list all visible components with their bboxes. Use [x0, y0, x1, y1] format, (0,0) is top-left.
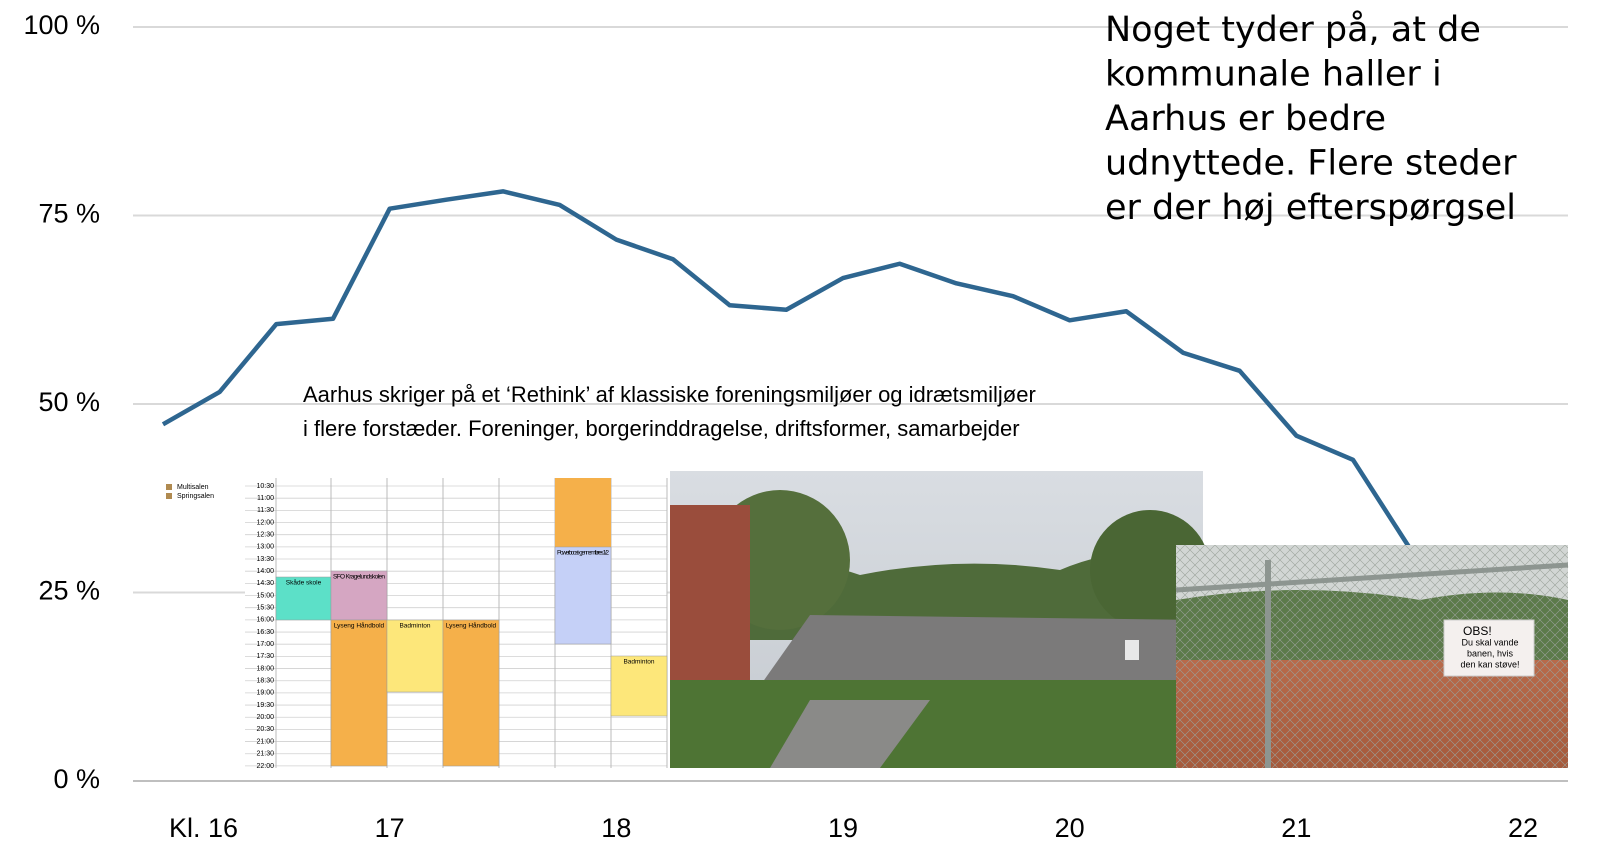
annotation: Aarhus er bedre	[1105, 99, 1386, 139]
y-tick-label: 50 %	[38, 387, 100, 417]
time-label: 11:00	[257, 495, 274, 502]
time-label: 17:00	[256, 641, 274, 648]
x-tick-label: 20	[1055, 813, 1085, 843]
annotation: kommunale haller i	[1105, 55, 1442, 95]
time-label: 10:30	[256, 483, 274, 490]
time-label: 18:00	[256, 665, 274, 672]
time-label: 12:00	[256, 519, 274, 526]
time-label: 13:30	[256, 556, 274, 563]
time-label: 11:30	[257, 507, 274, 514]
time-label: 22:00	[256, 763, 274, 770]
time-label: 14:30	[256, 580, 274, 587]
subtitle: i flere forstæder. Foreninger, borgerind…	[303, 416, 1020, 441]
booking-block	[442, 619, 500, 767]
booking-label: Lyseng Håndbold	[334, 622, 385, 630]
booking-label: Badminton	[399, 623, 430, 630]
annotation: er der høj efterspørgsel	[1105, 188, 1516, 228]
chart: 0 % 25 % 50 % 75 % 100 % Kl. 16 17 18 19 20 21 22 No…	[23, 9, 1568, 843]
booking-label: Skåde skole	[286, 579, 322, 587]
booking-label: SFO Kragelundskolen	[333, 574, 385, 581]
time-label: 13:00	[256, 544, 274, 551]
booking-block	[330, 570, 388, 621]
sign-text: Du skal vande	[1461, 637, 1518, 647]
y-tick-label: 0 %	[53, 764, 100, 794]
photo-tennis	[1175, 545, 1569, 768]
time-label: 19:30	[256, 702, 274, 709]
time-label: 20:30	[256, 726, 274, 733]
schedule-image: Multisalen Springsalen 10:30 11:00 11:30 12:0…	[166, 478, 668, 770]
booking-block	[330, 619, 388, 767]
time-label: 12:30	[256, 532, 274, 539]
y-tick-label: 25 %	[38, 576, 100, 606]
x-tick-label: 19	[828, 813, 858, 843]
photo-parking	[670, 471, 1210, 768]
subtitle: Aarhus skriger på et ‘Rethink’ af klassi…	[303, 382, 1036, 407]
time-label: 21:30	[256, 751, 274, 758]
time-label: 16:30	[256, 629, 274, 636]
room-label: Multisalen	[177, 484, 209, 491]
time-label: 15:00	[256, 592, 274, 599]
time-label: 19:00	[256, 690, 274, 697]
y-tick-label: 75 %	[38, 199, 100, 229]
sign-text: den kan støve!	[1460, 659, 1519, 669]
time-label: 15:30	[256, 605, 274, 612]
room-icon	[166, 493, 172, 499]
booking-block	[555, 478, 611, 547]
sign-text: banen, hvis	[1467, 648, 1514, 658]
booking-block	[610, 655, 668, 717]
booking-block	[386, 619, 444, 693]
line-series	[161, 189, 1412, 550]
annotation: udnyttede. Flere steder	[1105, 144, 1517, 184]
x-tick-label: 21	[1281, 813, 1311, 843]
time-label: 16:00	[256, 617, 274, 624]
sign-text: OBS!	[1463, 624, 1492, 638]
time-label: 17:30	[256, 653, 274, 660]
booking-label: Badminton	[623, 659, 654, 666]
booking-block	[275, 576, 332, 621]
x-tick-label: Kl. 16	[169, 813, 238, 843]
x-tick-label: 22	[1508, 813, 1538, 843]
time-label: 21:00	[256, 738, 274, 745]
room-label: Springsalen	[177, 493, 214, 500]
y-tick-label: 100 %	[23, 10, 100, 40]
x-tick-label: 17	[375, 813, 405, 843]
x-tick-label: 18	[601, 813, 631, 843]
booking-block	[554, 546, 612, 645]
room-icon	[166, 484, 172, 490]
booking-label: Lyseng Håndbold	[446, 622, 497, 630]
time-label: 18:30	[256, 678, 274, 685]
booking-label: Powerboost - gennemføres 1/2	[557, 550, 609, 557]
time-label: 14:00	[256, 568, 274, 575]
time-label: 20:00	[256, 714, 274, 721]
annotation: Noget tyder på, at de	[1105, 9, 1481, 50]
